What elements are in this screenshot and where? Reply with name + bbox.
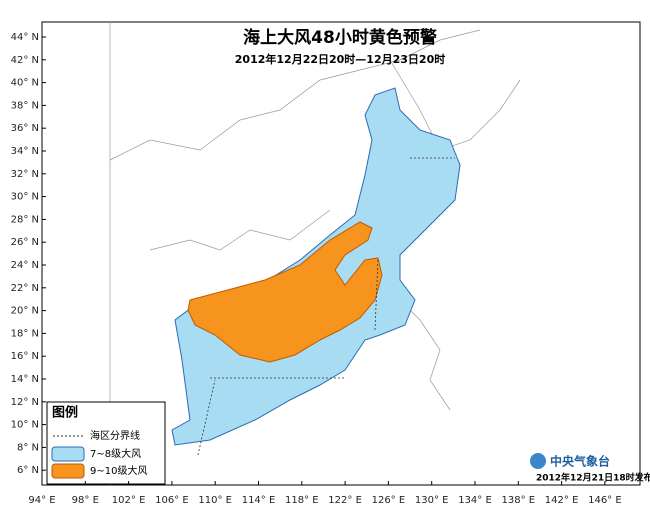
legend-title: 图例 [52, 405, 78, 421]
lat-label: 20° N [11, 306, 39, 317]
lat-label: 36° N [11, 123, 39, 134]
issued-time: 2012年12月21日18时发布 [536, 472, 650, 484]
lat-label: 14° N [11, 374, 39, 385]
lat-label: 42° N [11, 55, 39, 66]
lat-label: 34° N [11, 146, 39, 157]
lon-label: 126° E [372, 495, 406, 506]
lon-label: 114° E [242, 495, 276, 506]
subtitle: 2012年12月22日20时—12月23日20时 [235, 52, 445, 66]
lat-label: 40° N [11, 78, 39, 89]
lon-label: 130° E [415, 495, 449, 506]
agency-name: 中央气象台 [550, 454, 610, 469]
legend: 图例 海区分界线 7~8级大风 9~10级大风 [46, 401, 166, 485]
lat-label: 24° N [11, 260, 39, 271]
sea-boundaries [197, 157, 455, 456]
agency-logo [530, 453, 546, 469]
lat-label: 12° N [11, 397, 39, 408]
lon-label: 110° E [198, 495, 232, 506]
lat-label: 44° N [11, 32, 39, 43]
lon-label: 134° E [458, 495, 492, 506]
legend-swatch [51, 463, 85, 479]
legend-label: 9~10级大风 [90, 464, 147, 477]
lat-label: 28° N [11, 214, 39, 225]
lon-label: 98° E [72, 495, 99, 506]
lon-label: 94° E [28, 495, 55, 506]
lat-label: 30° N [11, 192, 39, 203]
lat-label: 22° N [11, 283, 39, 294]
legend-swatch [51, 446, 85, 462]
lon-label: 118° E [285, 495, 319, 506]
lat-label: 18° N [11, 328, 39, 339]
lon-label: 138° E [502, 495, 536, 506]
lat-label: 32° N [11, 169, 39, 180]
lon-label: 146° E [588, 495, 622, 506]
title: 海上大风48小时黄色预警 [243, 27, 437, 48]
lat-label: 16° N [11, 351, 39, 362]
lat-label: 26° N [11, 237, 39, 248]
lon-label: 122° E [328, 495, 362, 506]
legend-label: 海区分界线 [90, 429, 140, 442]
lat-label: 38° N [11, 100, 39, 111]
lat-label: 6° N [17, 465, 39, 476]
lon-label: 102° E [112, 495, 146, 506]
legend-label: 7~8级大风 [90, 447, 141, 460]
lon-label: 142° E [545, 495, 579, 506]
lon-label: 106° E [155, 495, 189, 506]
lat-label: 10° N [11, 420, 39, 431]
lat-label: 8° N [17, 442, 39, 453]
